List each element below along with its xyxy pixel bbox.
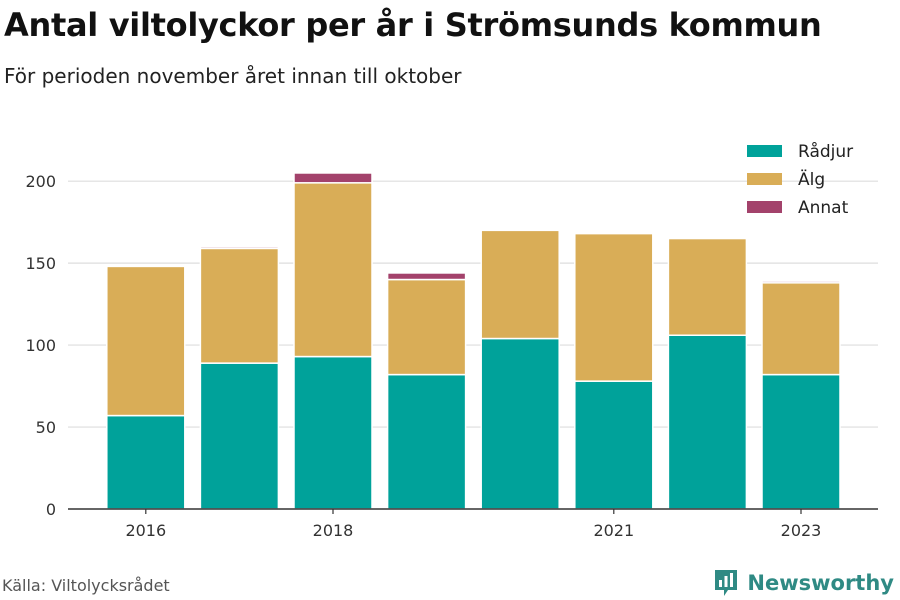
bar-segment: [199, 245, 280, 250]
brand-logo: Newsworthy: [713, 568, 894, 598]
y-tick-label: 100: [25, 336, 56, 355]
legend-label: Rådjur: [798, 141, 853, 162]
bars: [106, 172, 841, 510]
legend: Rådjur Älg Annat: [747, 141, 853, 218]
x-axis-tick-labels: 2016 2018 2021 2023: [125, 521, 821, 540]
bar-segment: [293, 355, 373, 510]
bar-segment: [761, 282, 841, 376]
bar-segment: [106, 265, 186, 417]
bar-segment: [199, 247, 280, 364]
bar-segment: [199, 362, 280, 510]
x-tick-label: 2016: [125, 521, 166, 540]
legend-swatch: [747, 201, 782, 213]
bar-segment: [761, 280, 841, 284]
legend-swatch: [747, 173, 782, 185]
legend-label: Älg: [798, 169, 825, 190]
bar-segment: [386, 373, 467, 510]
legend-label: Annat: [798, 198, 849, 218]
bar-segment: [761, 373, 841, 510]
chart-subtitle: För perioden november året innan till ok…: [4, 64, 462, 88]
bar-segment: [386, 278, 467, 376]
bar-segment: [480, 337, 560, 510]
x-tick-label: 2023: [781, 521, 822, 540]
y-tick-label: 0: [46, 500, 56, 519]
x-tick-label: 2018: [313, 521, 354, 540]
bar-segment: [574, 380, 654, 510]
bar-chart-logo-icon: [715, 570, 738, 596]
bar-segment: [574, 232, 654, 382]
x-axis: [68, 508, 878, 514]
legend-swatch: [747, 145, 782, 157]
y-tick-label: 200: [25, 172, 56, 191]
bar-segment: [293, 182, 373, 358]
y-axis-tick-labels: 0 50 100 150 200: [25, 172, 56, 519]
chart-title: Antal viltolyckor per år i Strömsunds ko…: [4, 6, 822, 44]
bar-segment: [667, 237, 748, 337]
x-tick-label: 2021: [593, 521, 634, 540]
y-tick-label: 150: [25, 254, 56, 273]
gridlines: [68, 180, 878, 428]
bar-segment: [386, 272, 467, 281]
bar-segment: [480, 229, 560, 340]
bar-segment: [106, 414, 186, 510]
bar-segment: [667, 334, 748, 510]
source-note: Källa: Viltolycksrådet: [2, 576, 170, 595]
bar-segment: [293, 172, 373, 184]
y-tick-label: 50: [36, 418, 56, 437]
brand-name: Newsworthy: [747, 571, 894, 595]
